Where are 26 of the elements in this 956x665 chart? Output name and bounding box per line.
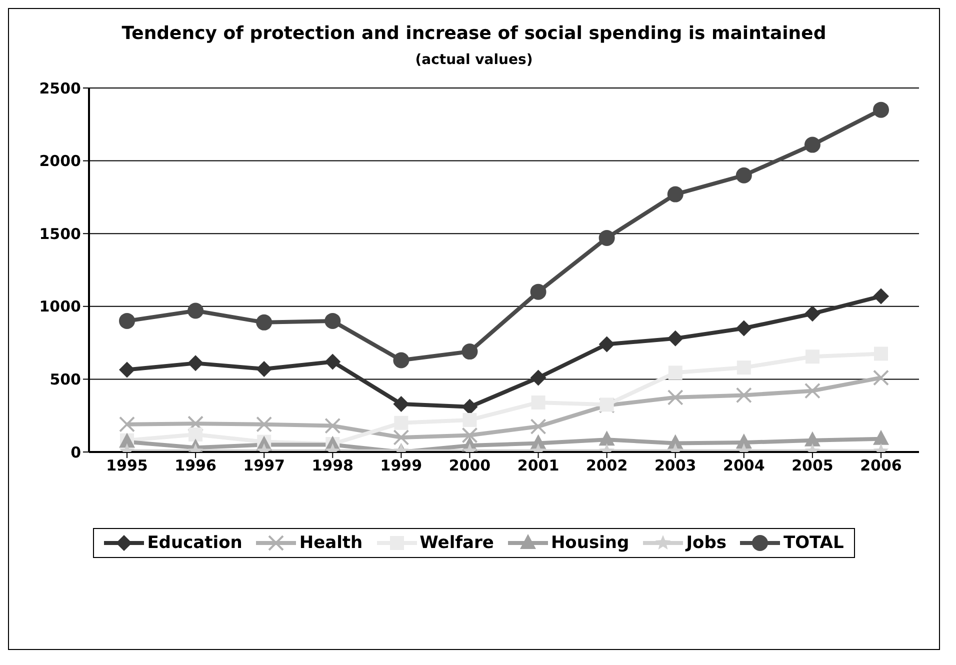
legend-label: Welfare bbox=[420, 533, 494, 553]
y-tick-label: 1500 bbox=[39, 224, 81, 243]
x-tick-label: 1997 bbox=[243, 456, 285, 475]
legend-label: Jobs bbox=[686, 533, 726, 553]
y-tick-label: 1000 bbox=[39, 298, 81, 316]
legend-label: Education bbox=[147, 533, 242, 553]
chart-title: Tendency of protection and increase of social spending is maintained bbox=[120, 23, 828, 44]
x-tick-label: 2000 bbox=[448, 456, 491, 475]
x-tick-label: 2004 bbox=[723, 456, 765, 475]
y-tick-label: 500 bbox=[50, 370, 81, 389]
x-tick-label: 1998 bbox=[312, 456, 354, 475]
x-tick-label: 1995 bbox=[106, 456, 148, 475]
legend-label: Housing bbox=[550, 533, 630, 553]
y-tick-label: 0 bbox=[70, 443, 81, 462]
legend-label: TOTAL bbox=[783, 533, 844, 553]
chart-subtitle: (actual values) bbox=[414, 52, 534, 68]
x-tick-label: 1999 bbox=[380, 456, 422, 475]
x-tick-label: 2006 bbox=[860, 456, 902, 475]
legend-label: Health bbox=[299, 533, 363, 553]
x-tick-label: 2005 bbox=[792, 456, 834, 475]
y-tick-label: 2500 bbox=[39, 79, 81, 98]
x-tick-label: 2002 bbox=[586, 456, 628, 475]
y-tick-label: 2000 bbox=[39, 152, 81, 170]
x-tick-label: 2001 bbox=[517, 456, 560, 475]
x-tick-label: 2003 bbox=[654, 456, 696, 475]
x-tick-label: 1996 bbox=[174, 456, 216, 475]
